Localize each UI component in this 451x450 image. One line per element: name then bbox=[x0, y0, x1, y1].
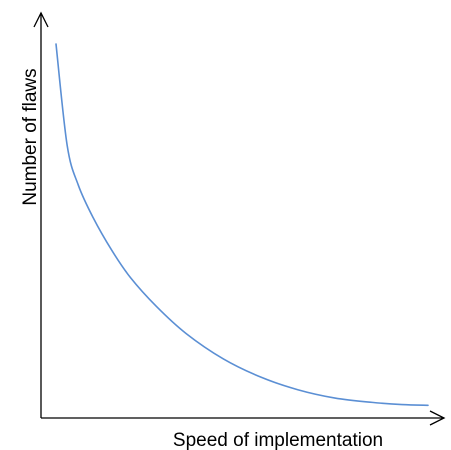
x-axis-arrowhead bbox=[429, 410, 446, 426]
y-axis-arrowhead bbox=[33, 11, 49, 28]
series-layer bbox=[55, 43, 429, 407]
x-axis bbox=[41, 410, 446, 426]
x-axis-label: Speed of implementation bbox=[173, 430, 383, 450]
y-axis-label: Number of flaws bbox=[20, 68, 41, 205]
series-line-0 bbox=[55, 43, 429, 407]
y-axis bbox=[33, 11, 49, 418]
